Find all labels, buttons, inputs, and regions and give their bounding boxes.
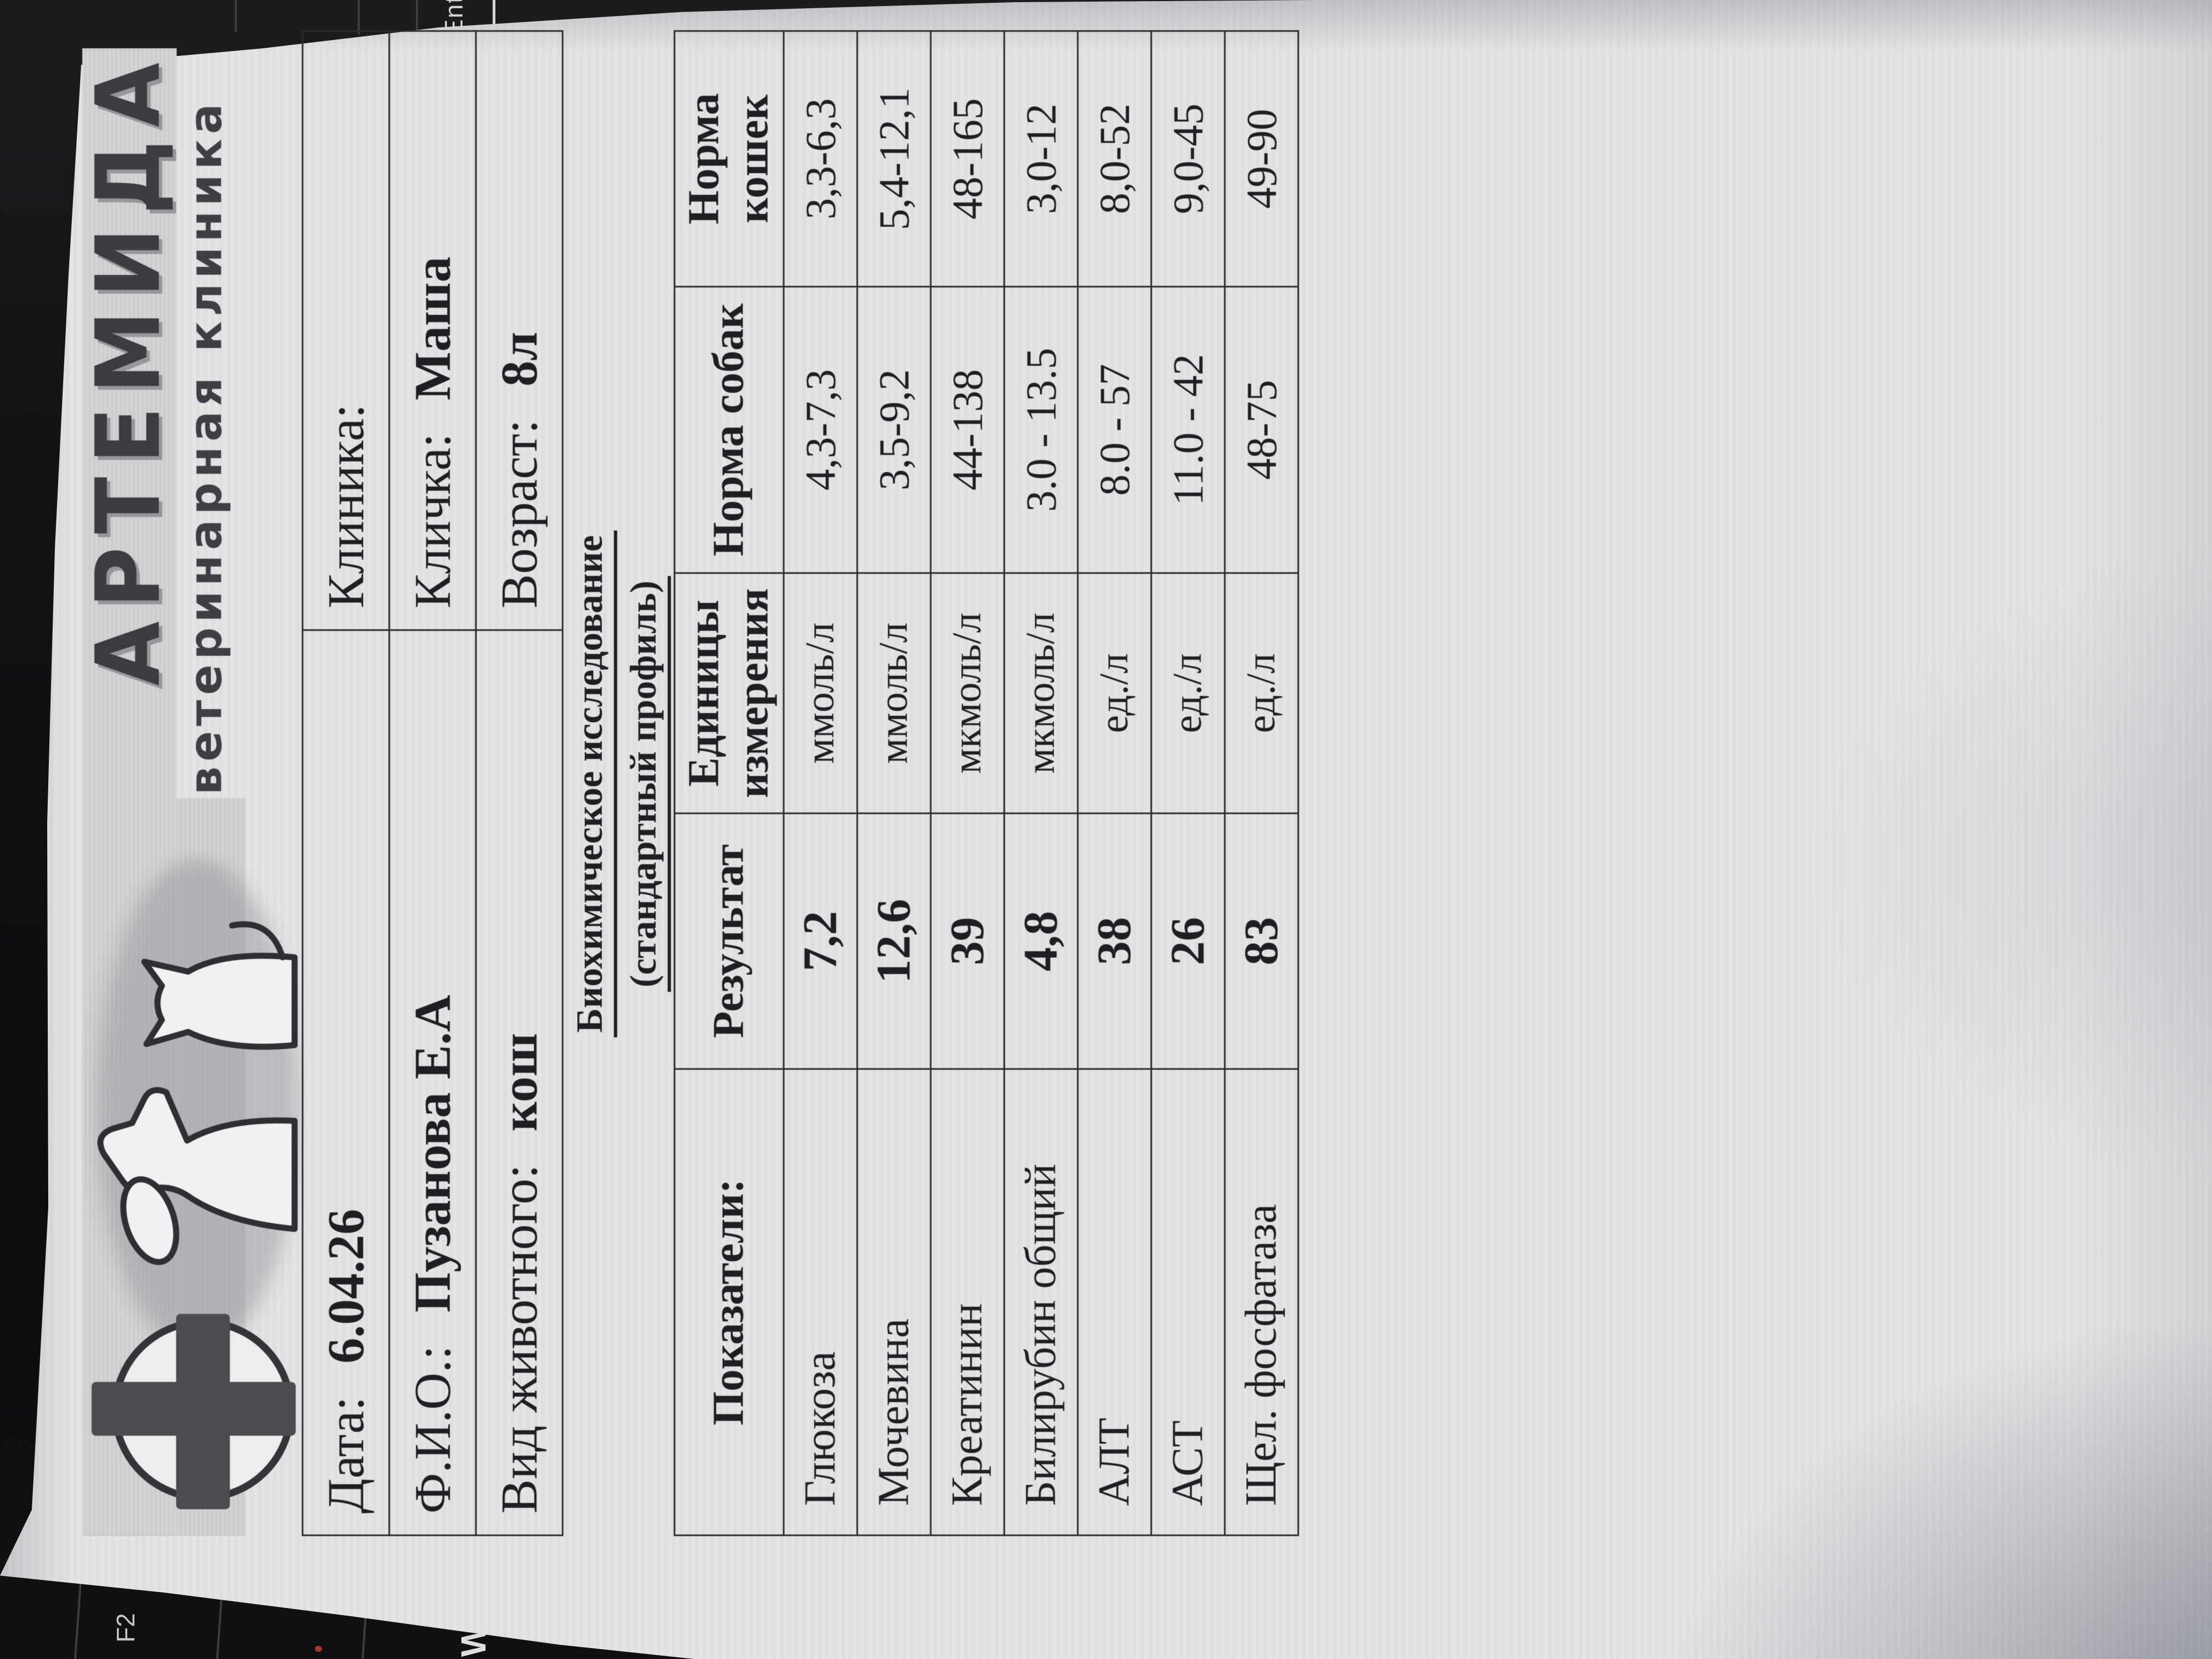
info-value: 6.04.26 [317, 1209, 375, 1364]
cat-icon [141, 952, 298, 1050]
results-cell: АСТ [1151, 1069, 1225, 1536]
clinic-brand-subtitle: ветеринарная клиника [180, 99, 232, 795]
info-cell: Кличка: Маша [389, 31, 476, 630]
dog-paw [120, 1176, 179, 1265]
info-cell: Возраст: 8л [476, 31, 563, 630]
results-cell: 38 [1077, 813, 1152, 1069]
key-seam [358, 0, 360, 34]
column-header: Показатели: [674, 1069, 784, 1536]
lab-report-document: АРТЕМИДА ветеринарная клиника Дата: 6.04.… [77, 0, 2212, 1602]
results-cell: Креатинин [930, 1069, 1005, 1536]
info-row: Дата: 6.04.26 Клиника: [302, 31, 390, 1536]
results-cell: 48-165 [930, 31, 1005, 287]
info-cell: Дата: 6.04.26 [302, 630, 390, 1536]
logo-graphic [92, 859, 299, 1509]
document-title: Биохимическое исследование (стандартный … [568, 32, 675, 1536]
results-cell: 5,4-12,1 [857, 31, 931, 287]
key-seam [362, 1611, 367, 1659]
key-seam [216, 1595, 223, 1659]
results-cell: мкмоль/л [1004, 573, 1078, 814]
column-header: Норма кошек [674, 31, 784, 287]
results-cell: 26 [1151, 813, 1225, 1069]
cat-tail [229, 921, 286, 961]
info-label: Дата: [317, 1396, 375, 1514]
results-row: Билирубин общий 4,8 мкмоль/л 3.0 - 13.5 3,0-… [1004, 31, 1078, 1536]
results-row: АСТ 26 ед./л 11.0 - 42 9,0-45 [1151, 31, 1225, 1536]
results-cell: 83 [1224, 813, 1299, 1069]
results-cell: Билирубин общий [1004, 1069, 1078, 1536]
results-row: Мочевина 12,6 ммоль/л 3,5-9,2 5,4-12,1 [857, 31, 931, 1536]
info-cell: Клиника: [302, 31, 390, 630]
results-cell: 7,2 [783, 813, 857, 1069]
results-cell: ед./л [1151, 573, 1225, 814]
results-header-row: Показатели: Результат Единицы измерения … [674, 31, 784, 1536]
results-cell: 3,3-6,3 [783, 31, 857, 287]
clinic-brand-name: АРТЕМИДА [77, 49, 180, 686]
column-header: Единицы измерения [674, 573, 784, 814]
results-cell: 3.0 - 13.5 [1004, 286, 1078, 573]
results-cell: Мочевина [857, 1069, 931, 1536]
results-cell: 3,0-12 [1004, 31, 1078, 287]
info-label: Вид животного: [490, 1164, 548, 1514]
results-cell: 44-138 [930, 286, 1005, 573]
results-cell: Щел. фосфатаза [1224, 1069, 1299, 1536]
info-value: Пузанова Е.А [404, 995, 461, 1313]
info-cell: Ф.И.О.: Пузанова Е.А [389, 630, 476, 1536]
info-value: кош [490, 1032, 548, 1132]
results-row: Глюкоза 7,2 ммоль/л 4,3-7,3 3,3-6,3 [783, 31, 857, 1536]
results-row: Креатинин 39 мкмоль/л 44-138 48-165 [930, 31, 1005, 1536]
info-label: Ф.И.О.: [404, 1345, 461, 1514]
info-row: Вид животного: кош Возраст: 8л [476, 31, 563, 1536]
results-cell: 4,3-7,3 [783, 286, 857, 573]
info-table: Дата: 6.04.26 Клиника: Ф.И.О.: Пузанова Е.… [302, 30, 563, 1536]
title-line-2: (стандартный профиль) [622, 576, 671, 992]
results-cell: ед./л [1224, 573, 1299, 814]
cross-icon [92, 1314, 296, 1509]
info-value: 8л [490, 331, 548, 387]
key-seam [235, 0, 237, 32]
results-cell: 8.0 - 57 [1077, 286, 1152, 573]
results-cell: 4,8 [1004, 813, 1078, 1069]
results-cell: АЛТ [1077, 1069, 1152, 1536]
info-row: Ф.И.О.: Пузанова Е.А Кличка: Маша [389, 31, 476, 1536]
results-cell: ммоль/л [857, 573, 931, 814]
enter-arrow-icon [493, 0, 495, 29]
dog-icon [97, 1087, 298, 1232]
red-speck [315, 1646, 322, 1652]
results-cell: 39 [930, 813, 1005, 1069]
info-label: Кличка: [404, 433, 461, 608]
info-label: Клиника: [317, 404, 375, 608]
info-cell: Вид животного: кош [476, 630, 563, 1536]
info-label: Возраст: [490, 419, 548, 608]
results-cell: 49-90 [1224, 31, 1299, 287]
results-row: АЛТ 38 ед./л 8.0 - 57 8,0-52 [1077, 31, 1152, 1536]
results-cell: 3,5-9,2 [857, 286, 931, 573]
results-cell: Глюкоза [783, 1069, 857, 1536]
results-cell: ммоль/л [783, 573, 857, 814]
column-header: Результат [674, 813, 784, 1069]
info-value: Маша [404, 256, 461, 400]
results-cell: мкмоль/л [930, 573, 1005, 814]
title-line-1: Биохимическое исследование [568, 531, 617, 1037]
results-table: Показатели: Результат Единицы измерения … [674, 30, 1299, 1536]
results-cell: 9,0-45 [1151, 31, 1225, 287]
key-seam [74, 1581, 82, 1659]
results-row: Щел. фосфатаза 83 ед./л 48-75 49-90 [1224, 31, 1299, 1536]
key-seam [416, 0, 418, 35]
results-cell: 48-75 [1224, 286, 1299, 573]
f2-key: F2 [111, 1613, 140, 1643]
results-cell: 11.0 - 42 [1151, 286, 1225, 573]
results-cell: 8,0-52 [1077, 31, 1152, 287]
results-cell: ед./л [1077, 573, 1152, 814]
results-cell: 12,6 [857, 813, 931, 1069]
column-header: Норма собак [674, 286, 784, 573]
